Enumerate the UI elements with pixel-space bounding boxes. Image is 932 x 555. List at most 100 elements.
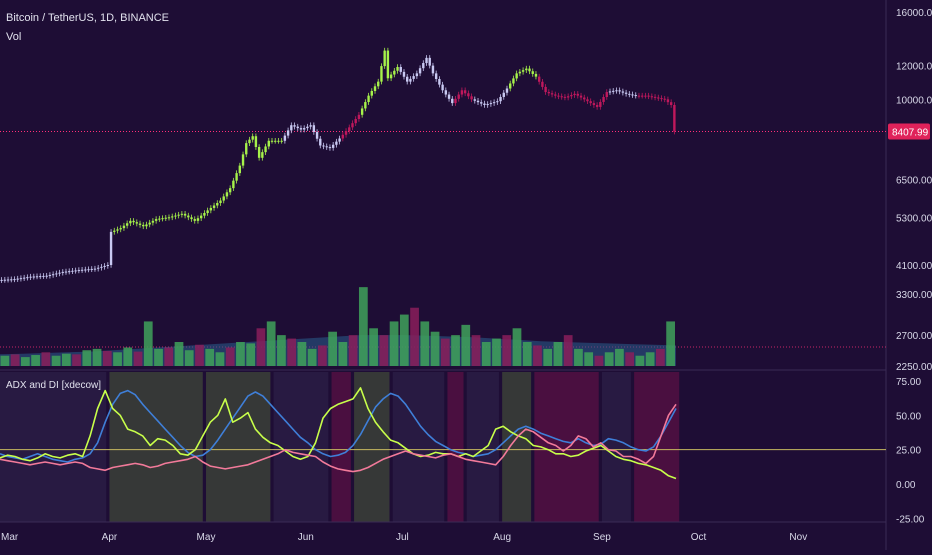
trend-zone	[109, 372, 203, 522]
price-tick-label: 6500.00	[896, 175, 932, 186]
candle-body	[521, 70, 525, 72]
candle-body	[644, 95, 647, 97]
candle-body	[341, 134, 345, 139]
x-tick-label: Sep	[593, 532, 611, 543]
candle-body	[570, 95, 573, 97]
volume-bar	[20, 357, 30, 366]
candle-body	[531, 71, 534, 74]
candle-body	[624, 92, 628, 94]
candle-body	[357, 114, 361, 120]
candle-body	[634, 95, 637, 97]
candle-body	[489, 103, 493, 105]
candle-body	[576, 93, 580, 96]
candle-body	[22, 277, 26, 279]
candle-body	[68, 271, 71, 273]
last-price-badge	[888, 123, 930, 140]
candle-body	[348, 127, 351, 132]
candle-body	[360, 108, 364, 115]
indicator-title: ADX and DI [xdecow]	[6, 380, 101, 391]
candle-body	[77, 270, 81, 272]
volume-bar	[225, 347, 235, 366]
candle-body	[518, 71, 522, 74]
indicator-tick-label: 75.00	[896, 377, 921, 388]
volume-bar	[543, 348, 553, 366]
candle-body	[55, 273, 58, 275]
candle-body	[599, 101, 602, 107]
volume-layer	[0, 287, 676, 366]
volume-bar	[297, 342, 307, 366]
candle-body	[180, 213, 184, 215]
volume-bar	[133, 351, 143, 366]
chart-title: Bitcoin / TetherUS, 1D, BINANCE	[6, 12, 169, 24]
volume-bar	[328, 331, 337, 366]
volume-bar	[512, 328, 522, 366]
candle-body	[48, 274, 52, 276]
candle-body	[245, 143, 248, 155]
candle-body	[325, 146, 328, 148]
volume-bar	[236, 342, 245, 366]
volume-bar	[369, 328, 378, 366]
candle-body	[428, 57, 431, 66]
candle-body	[13, 279, 16, 281]
volume-bar	[594, 355, 604, 366]
candle-body	[438, 78, 441, 85]
indicator-tick-label: -25.00	[896, 514, 925, 525]
volume-bar	[533, 345, 542, 366]
candle-body	[550, 93, 554, 95]
indicator-layer	[0, 387, 886, 480]
volume-bar	[41, 352, 51, 366]
candle-body	[138, 223, 142, 225]
candle-body	[367, 95, 370, 103]
candle-body	[261, 152, 264, 158]
candle-body	[125, 223, 129, 226]
candle-body	[158, 218, 161, 220]
candle-body	[409, 78, 412, 82]
indicator-tick-label: 50.00	[896, 411, 921, 422]
volume-bar	[553, 342, 563, 366]
volume-bar	[502, 335, 512, 366]
candle-body	[386, 50, 390, 79]
x-tick-label: Jun	[298, 532, 314, 543]
candle-body	[402, 71, 406, 77]
candle-body	[595, 105, 599, 107]
candle-body	[296, 126, 299, 129]
series-di_minus	[0, 403, 677, 473]
candle-body	[608, 91, 612, 93]
candle-body	[109, 231, 113, 265]
candle-body	[467, 93, 470, 97]
candle-body	[3, 279, 7, 281]
candle-body	[80, 269, 84, 271]
candle-body	[328, 147, 332, 149]
trend-zone	[273, 372, 329, 522]
candle-body	[212, 205, 216, 208]
candle-body	[119, 228, 122, 230]
volume-bar	[82, 350, 92, 366]
candle-body	[331, 144, 335, 148]
candle-body	[544, 86, 547, 93]
candle-body	[525, 68, 528, 71]
candle-body	[637, 95, 641, 97]
trend-zone	[331, 372, 351, 522]
series-adx	[0, 389, 677, 463]
candle-body	[209, 207, 213, 211]
candle-body	[447, 94, 451, 99]
candle-body	[389, 74, 393, 79]
last-price-label: 8407.99	[892, 128, 929, 139]
candle-body	[528, 68, 531, 72]
candle-body	[673, 104, 676, 132]
candle-body	[621, 91, 625, 93]
candle-body	[473, 99, 476, 101]
price-tick-label: 10000.00	[896, 95, 932, 106]
volume-bar	[481, 342, 491, 366]
candle-body	[238, 165, 242, 174]
candle-body	[406, 76, 409, 82]
candle-body	[434, 73, 438, 79]
volume-bar	[522, 342, 532, 366]
candle-body	[612, 90, 615, 92]
candle-body	[222, 196, 225, 201]
candle-body	[251, 136, 254, 140]
candle-body	[647, 95, 650, 97]
volume-bar	[10, 354, 20, 366]
candle-body	[541, 81, 544, 87]
candle-body	[16, 278, 19, 280]
